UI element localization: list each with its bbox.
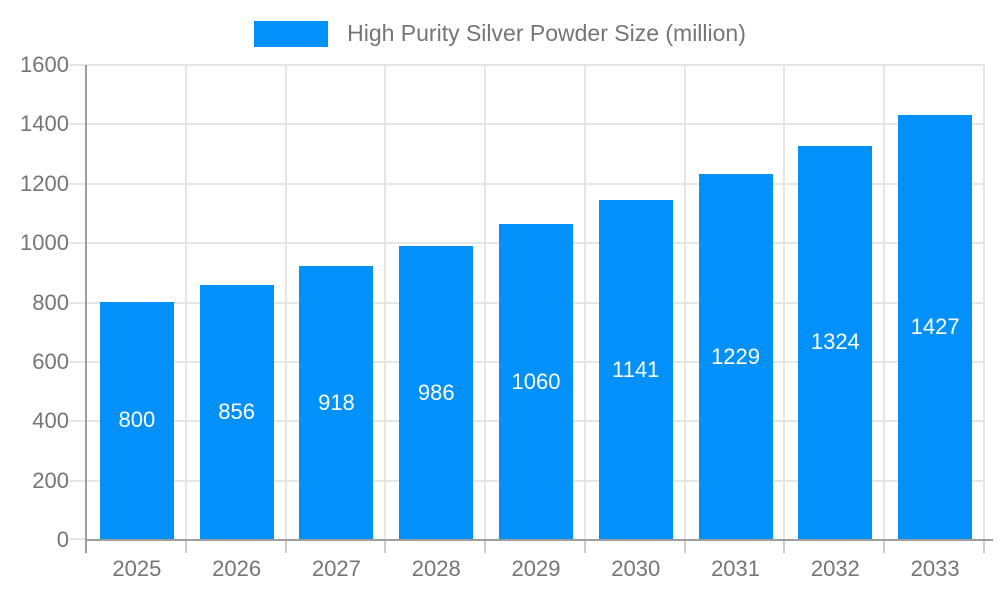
x-axis-line [85,539,993,541]
y-tick-label: 1000 [20,230,69,256]
y-tick-label: 600 [32,348,69,374]
x-tick-label: 2026 [212,556,262,581]
legend-label: High Purity Silver Powder Size (million) [347,20,746,46]
bar[interactable]: 1060 [499,224,573,539]
x-gridline [983,65,985,540]
x-tick-label: 2029 [511,556,561,581]
plot-area: 800 856 918 986 1060 1141 1229 1324 1427 [69,64,993,553]
bar[interactable]: 1427 [898,115,973,539]
x-gridline [783,65,786,540]
y-tick-label: 1400 [20,111,69,137]
x-gridline [484,65,487,540]
bar-value-label: 1427 [910,314,960,340]
x-tick-label: 2031 [711,556,761,581]
bar-value-label: 1060 [511,368,561,394]
x-tick [983,540,985,553]
bar[interactable]: 800 [99,301,174,539]
x-gridline [883,65,886,540]
x-tick-label: 2025 [112,556,162,581]
x-tick [184,540,187,553]
x-tick [783,540,786,553]
x-gridline [184,65,187,540]
y-tick-label: 800 [32,289,69,315]
bar[interactable]: 1229 [698,174,773,539]
x-tick [284,540,287,553]
bar-value-label: 800 [118,407,156,433]
x-gridline [683,65,686,540]
bar-value-label: 918 [318,389,355,415]
x-tick [583,540,586,553]
bar[interactable]: 1141 [598,200,673,539]
y-tick [69,538,87,540]
legend[interactable]: High Purity Silver Powder Size (million) [0,20,1000,47]
y-tick-label: 1200 [20,170,69,196]
bar-value-label: 856 [218,398,256,424]
bar[interactable]: 918 [299,266,374,539]
y-gridline [69,64,985,66]
x-tick [683,540,686,553]
bar-value-label: 1141 [612,356,660,382]
bar-value-label: 1324 [810,329,860,355]
legend-swatch [254,20,329,47]
x-tick-label: 2027 [311,556,361,581]
y-tick-label: 200 [32,467,69,493]
x-axis-labels: 2025 2026 2027 2028 2029 2030 2031 2032 2033 [87,554,985,588]
y-tick-label: 0 [56,527,69,552]
y-tick-label: 400 [32,408,69,434]
x-gridline [583,65,586,540]
x-tick-label: 2030 [611,556,661,581]
x-tick [883,540,886,553]
y-gridline [69,123,985,126]
x-tick-label: 2028 [411,556,461,581]
y-axis-line [85,65,87,553]
bar-value-label: 986 [417,379,455,405]
x-gridline [384,65,387,540]
x-tick-label: 2033 [910,556,960,581]
bar[interactable]: 856 [199,284,274,539]
x-gridline [284,65,287,540]
x-tick [484,540,487,553]
y-gridline [69,182,985,185]
x-tick-label: 2032 [810,556,860,581]
x-tick [384,540,387,553]
y-axis-labels: 0 200 400 600 800 1000 1200 1400 1600 [0,52,69,552]
bar[interactable]: 986 [399,246,474,539]
y-tick-label: 1600 [20,52,69,77]
bar-value-label: 1229 [711,343,761,369]
bar[interactable]: 1324 [798,145,873,539]
